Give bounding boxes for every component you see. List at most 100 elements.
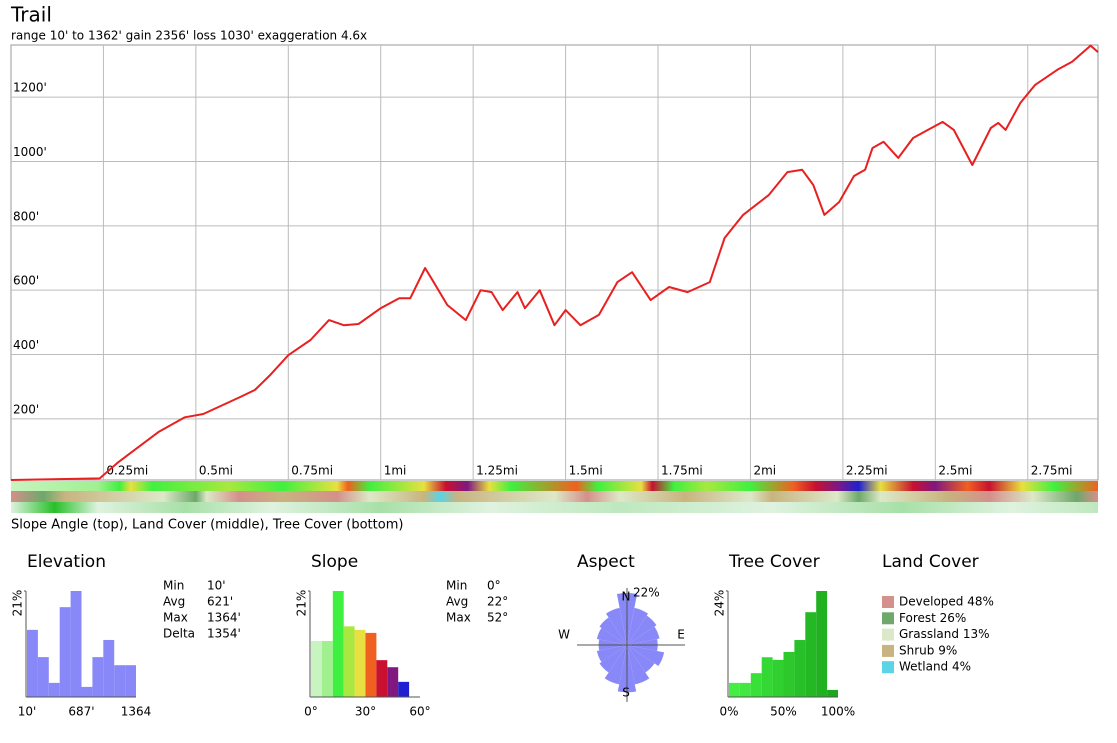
- histogram-bar: [805, 612, 817, 697]
- stat-label: Max: [446, 611, 471, 625]
- x-tick-label: 2.25mi: [846, 464, 888, 478]
- slope-strip: [11, 481, 1098, 491]
- histogram-bar: [387, 667, 399, 697]
- direction-label: N: [622, 590, 631, 604]
- histogram-bar: [783, 651, 795, 697]
- stat-label: Min: [163, 579, 184, 593]
- x-tick-label: 1.75mi: [661, 464, 703, 478]
- y-tick-label: 600': [13, 274, 39, 288]
- histogram-bar: [376, 660, 388, 697]
- histogram-bar: [92, 657, 104, 697]
- histogram-bar: [332, 591, 344, 697]
- x-tick-label: 2.75mi: [1031, 464, 1073, 478]
- panel-title: Elevation: [27, 552, 106, 572]
- stat-value: 1354': [207, 627, 241, 641]
- panel-title: Tree Cover: [728, 552, 820, 572]
- legend-label: Developed 48%: [899, 595, 994, 609]
- x-tick-label: 10': [18, 705, 37, 719]
- histogram-bar: [70, 591, 82, 697]
- x-tick-label: 1.25mi: [476, 464, 518, 478]
- stat-value: 52°: [487, 611, 508, 625]
- stat-value: 1364': [207, 611, 241, 625]
- legend-swatch: [882, 612, 894, 625]
- histogram-bar: [398, 681, 410, 697]
- aspect-wedge: [606, 607, 627, 645]
- histogram-bar: [103, 639, 115, 697]
- histogram-bar: [125, 665, 136, 697]
- histogram-bar: [311, 640, 322, 697]
- stat-value: 0°: [487, 579, 501, 593]
- histogram-bar: [772, 659, 784, 697]
- legend-swatch: [882, 596, 894, 608]
- elevation-line: [10, 44, 1099, 481]
- y-tick-label: 21%: [295, 590, 309, 617]
- direction-label: S: [622, 686, 630, 700]
- y-tick-label: 24%: [713, 590, 727, 617]
- x-tick-label: 1mi: [384, 464, 407, 478]
- aspect-wedge: [599, 617, 627, 645]
- legend-label: Shrub 9%: [899, 643, 957, 657]
- y-tick-label: 21%: [11, 590, 25, 617]
- direction-label: W: [558, 628, 570, 642]
- histogram-bar: [114, 665, 126, 697]
- x-tick-label: 50%: [770, 705, 797, 719]
- legend-label: Grassland 13%: [899, 627, 990, 641]
- aspect-wedge: [604, 645, 627, 685]
- histogram-bar: [365, 632, 377, 697]
- stat-label: Delta: [163, 627, 195, 641]
- aspect-wedge: [627, 645, 650, 685]
- x-tick-label: 0.25mi: [106, 464, 148, 478]
- x-tick-label: 2mi: [753, 464, 776, 478]
- y-tick-label: 400': [13, 338, 39, 352]
- x-tick-label: 0%: [719, 705, 738, 719]
- legend-label: Wetland 4%: [899, 660, 971, 674]
- aspect-wedge: [627, 626, 660, 645]
- histogram-bar: [827, 689, 838, 697]
- histogram-bar: [59, 607, 71, 697]
- x-tick-label: 100%: [821, 705, 855, 719]
- histogram-bar: [761, 657, 773, 697]
- y-tick-label: 200': [13, 402, 39, 416]
- strip-caption: Slope Angle (top), Land Cover (middle), …: [11, 518, 403, 533]
- x-tick-label: 0.5mi: [199, 464, 233, 478]
- stat-label: Max: [163, 611, 188, 625]
- aspect-wedge: [627, 645, 665, 666]
- x-tick-label: 2.5mi: [938, 464, 972, 478]
- legend-swatch: [882, 628, 894, 641]
- aspect-wedge: [596, 645, 627, 663]
- x-tick-label: 687': [68, 705, 94, 719]
- histogram-bar: [816, 591, 828, 697]
- histogram-bar: [37, 657, 49, 697]
- y-tick-label: 800': [13, 209, 39, 223]
- legend-label: Forest 26%: [899, 611, 966, 625]
- panel-title: Slope: [311, 552, 358, 572]
- x-tick-label: 1364: [121, 705, 152, 719]
- stat-label: Min: [446, 579, 467, 593]
- stat-label: Avg: [446, 595, 468, 609]
- aspect-wedge: [627, 615, 657, 645]
- aspect-wedge: [596, 627, 627, 645]
- histogram-bar: [729, 682, 740, 697]
- chart-title: Trail: [10, 3, 52, 27]
- histogram-bar: [343, 626, 355, 697]
- chart-subtitle: range 10' to 1362' gain 2356' loss 1030'…: [11, 29, 367, 43]
- plot-frame: [10, 44, 1099, 481]
- land-cover-strip: [11, 491, 1098, 502]
- y-tick-label: 1200': [13, 81, 47, 95]
- panel-title: Aspect: [577, 552, 635, 572]
- aspect-wedge: [627, 645, 655, 673]
- stat-value: 10': [207, 579, 226, 593]
- x-tick-label: 30°: [355, 705, 376, 719]
- histogram-bar: [750, 673, 762, 697]
- direction-label: E: [677, 628, 685, 642]
- histogram-bar: [321, 640, 333, 697]
- aspect-wedge: [599, 645, 627, 673]
- histogram-bar: [81, 686, 93, 697]
- legend-swatch: [882, 661, 894, 674]
- x-tick-label: 1.5mi: [569, 464, 603, 478]
- stat-label: Avg: [163, 595, 185, 609]
- histogram-bar: [794, 640, 806, 697]
- tree-cover-strip: [11, 502, 1098, 513]
